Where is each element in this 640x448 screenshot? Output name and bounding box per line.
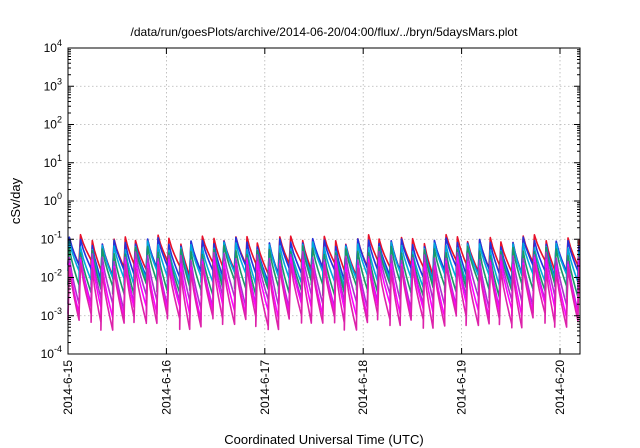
chart-title: /data/run/goesPlots/archive/2014-06-20/0… <box>131 25 519 39</box>
x-tick-label: 2014-6-18 <box>356 360 370 415</box>
y-tick-label: 10-1 <box>41 229 62 246</box>
grid <box>67 47 580 355</box>
x-tick-labels: 2014-6-15 2014-6-16 2014-6-17 2014-6-18 2014… <box>61 360 567 415</box>
x-tick-label: 2014-6-20 <box>553 360 567 415</box>
y-axis-label: cSv/day <box>8 177 23 224</box>
x-tick-label: 2014-6-19 <box>455 360 469 415</box>
ticks <box>67 47 580 355</box>
y-tick-label: 10-2 <box>41 268 62 285</box>
x-tick-label: 2014-6-17 <box>258 360 272 415</box>
y-tick-label: 10-4 <box>41 344 62 361</box>
x-axis-label: Coordinated Universal Time (UTC) <box>224 432 423 447</box>
y-tick-labels: 10-4 10-3 10-2 10-1 100 101 102 103 104 <box>41 38 62 361</box>
y-tick-label: 101 <box>44 153 62 170</box>
x-tick-label: 2014-6-16 <box>159 360 173 415</box>
y-tick-label: 102 <box>44 115 62 132</box>
y-tick-label: 10-3 <box>41 306 62 323</box>
series-layer <box>67 233 580 331</box>
y-tick-label: 100 <box>44 191 62 208</box>
y-tick-label: 104 <box>44 38 62 55</box>
x-tick-label: 2014-6-15 <box>61 360 75 415</box>
series-line <box>67 262 580 331</box>
y-tick-label: 103 <box>44 76 62 93</box>
